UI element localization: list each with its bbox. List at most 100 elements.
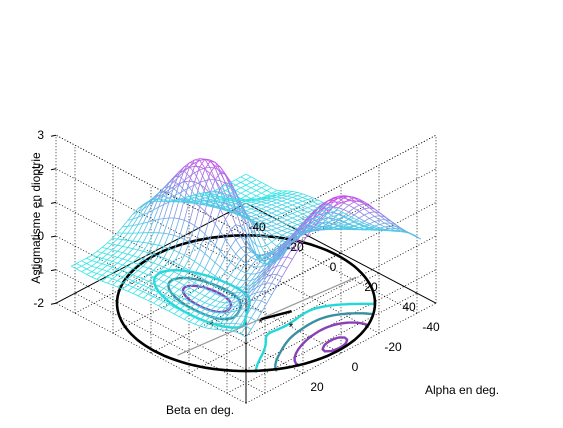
mesh-line [112, 273, 117, 275]
mesh-line [133, 287, 138, 289]
mesh-line [87, 272, 92, 275]
mesh-line [261, 182, 266, 185]
mesh-line [287, 229, 292, 231]
mesh-line [210, 298, 215, 300]
mesh-line [251, 188, 256, 191]
mesh-line [267, 295, 272, 304]
mesh-line [143, 292, 148, 294]
mesh-line [303, 196, 308, 198]
mesh-line [308, 210, 313, 212]
mesh-line [303, 214, 308, 217]
mesh-line [313, 198, 318, 200]
alpha-tick-label: -40 [422, 320, 440, 334]
mesh-line [359, 227, 364, 228]
mesh-line [210, 240, 215, 246]
mesh-line [303, 194, 308, 196]
mesh-line [364, 209, 369, 213]
mesh-line [251, 300, 256, 308]
mesh-line [118, 257, 123, 259]
mesh-line [205, 258, 210, 269]
mesh-line [210, 263, 215, 273]
mesh-line [272, 215, 277, 217]
mesh-line [97, 247, 102, 251]
mesh-line [256, 301, 261, 310]
mesh-line [246, 329, 251, 337]
star-marker-0: * [289, 320, 294, 334]
mesh-line [251, 211, 256, 213]
mesh-line [292, 209, 297, 211]
mesh-line [354, 212, 359, 216]
mesh-line [328, 207, 333, 208]
mesh-line [297, 218, 302, 220]
mesh-line [292, 192, 297, 194]
mesh-line [267, 283, 272, 292]
mesh-line [174, 235, 179, 237]
mesh-line [241, 182, 246, 185]
mesh-line [215, 313, 220, 318]
mesh-line [297, 192, 302, 194]
mesh-line [179, 275, 184, 278]
mesh-line [231, 275, 236, 278]
mesh-line [282, 209, 287, 211]
mesh-line [256, 193, 261, 196]
mesh-line [138, 289, 143, 291]
mesh-line [287, 196, 292, 197]
mesh-line [354, 215, 359, 218]
mesh-line [231, 201, 236, 202]
mesh-line [241, 180, 246, 183]
mesh-line [143, 275, 148, 279]
mesh-line [164, 275, 169, 277]
mesh-line [277, 227, 282, 229]
mesh-line [220, 272, 225, 280]
mesh-line [256, 202, 261, 204]
mesh-line [159, 219, 164, 233]
mesh-line [195, 230, 200, 246]
mesh-line [380, 223, 385, 224]
mesh-line [287, 233, 292, 234]
mesh-line [82, 261, 87, 264]
mesh-line [128, 267, 133, 269]
mesh-line [200, 300, 205, 302]
mesh-line [277, 274, 282, 277]
mesh-line [272, 188, 277, 191]
mesh-line [184, 319, 189, 322]
contour-level-0 [323, 337, 348, 351]
mesh-line [200, 293, 205, 296]
mesh-line [159, 275, 164, 280]
mesh-line [282, 193, 287, 195]
mesh-line [261, 304, 266, 313]
mesh-line [87, 274, 92, 277]
mesh-line [174, 310, 179, 314]
mesh-line [164, 233, 169, 234]
mesh-line [128, 249, 133, 255]
mesh-line [267, 224, 272, 227]
mesh-line [148, 263, 153, 268]
mesh-line [225, 330, 230, 331]
mesh-line [107, 244, 112, 249]
mesh-line [143, 285, 148, 287]
mesh-line [225, 219, 230, 229]
mesh-line [112, 250, 117, 251]
mesh-line [246, 254, 251, 258]
mesh-line [333, 226, 338, 227]
mesh-line [82, 266, 87, 269]
mesh-line [246, 258, 251, 264]
mesh-line [261, 207, 266, 209]
mesh-line [138, 283, 143, 285]
mesh-line [189, 295, 194, 298]
mesh-line [287, 201, 292, 203]
mesh-line [184, 202, 189, 203]
mesh-line [277, 200, 282, 201]
mesh-line [107, 261, 112, 265]
mesh-line [174, 272, 179, 275]
mesh-line [261, 191, 266, 194]
mesh-line [251, 217, 256, 219]
mesh-line [169, 307, 174, 311]
mesh-line [143, 243, 148, 251]
mesh-line [92, 266, 97, 268]
mesh-line [261, 217, 266, 219]
mesh-line [287, 205, 292, 207]
mesh-line [256, 217, 261, 219]
mesh-line [102, 265, 107, 269]
mesh-line [246, 211, 251, 213]
